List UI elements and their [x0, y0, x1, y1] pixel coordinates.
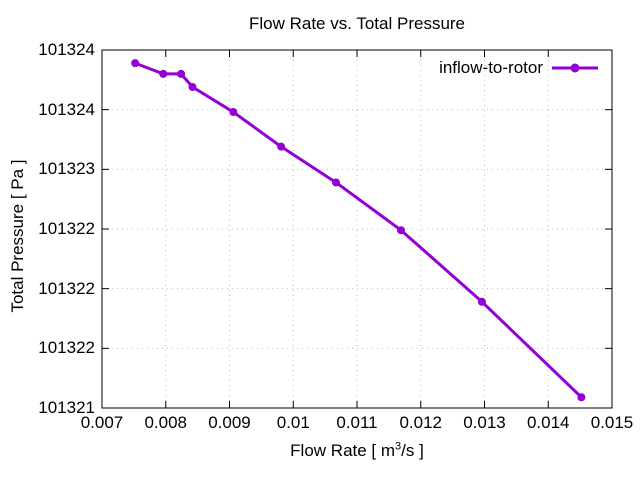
y-tick-label: 101322	[38, 219, 95, 238]
data-point-marker	[159, 69, 168, 78]
y-tick-label: 101322	[38, 338, 95, 358]
x-axis-title-superscript: 3	[395, 440, 402, 453]
data-point-marker	[396, 226, 405, 235]
legend: inflow-to-rotor	[439, 59, 598, 76]
x-tick-label: 0.009	[208, 413, 251, 432]
x-tick-label: 0.012	[399, 413, 443, 432]
data-point-marker	[188, 82, 197, 91]
y-tick-label: 101324	[38, 40, 95, 59]
data-point-marker	[477, 297, 486, 306]
x-axis-title-unit: /s ]	[401, 441, 424, 460]
chart-title: Flow Rate vs. Total Pressure	[248, 14, 466, 33]
data-point-marker	[177, 69, 186, 78]
x-axis-title-text: Flow Rate [ m	[290, 441, 396, 460]
data-point-marker	[131, 59, 140, 68]
x-tick-label: 0.01	[276, 413, 310, 432]
data-point-marker	[331, 178, 340, 187]
data-point-marker	[577, 393, 586, 402]
x-tick-label: 0.014	[526, 413, 570, 432]
x-tick-label: 0.011	[336, 413, 378, 432]
legend-line-sample-icon	[552, 63, 598, 72]
x-axis-title: Flow Rate [ m3/s ]	[102, 441, 612, 461]
series-line	[133, 61, 583, 399]
y-tick-label: 101324	[38, 99, 95, 119]
data-point-marker	[277, 142, 286, 151]
x-tick-label: 0.013	[463, 413, 506, 432]
y-tick-label: 101323	[38, 159, 95, 179]
legend-series-label: inflow-to-rotor	[439, 58, 543, 77]
data-point-marker	[229, 108, 238, 117]
x-tick-label: 0.007	[80, 413, 124, 432]
y-tick-label: 101322	[38, 278, 95, 298]
y-tick-label: 101321	[38, 398, 95, 417]
x-tick-label: 0.015	[590, 413, 634, 432]
x-tick-label: 0.008	[144, 413, 188, 432]
